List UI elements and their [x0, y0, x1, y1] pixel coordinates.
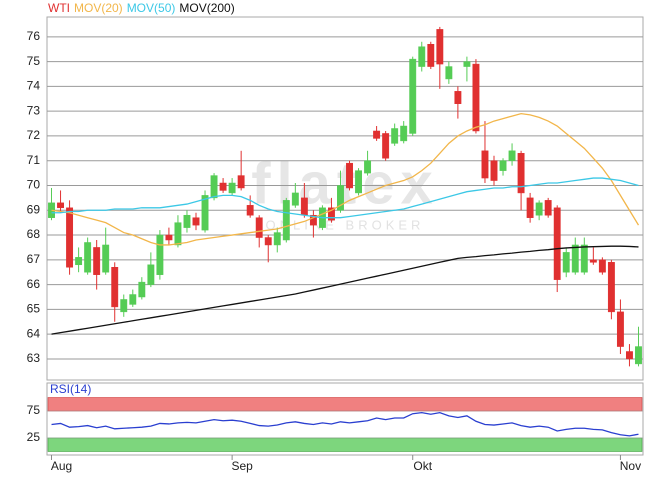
legend-entry: WTI [48, 1, 70, 15]
candle-body [463, 61, 471, 67]
candle-body [93, 247, 101, 275]
candle-body [436, 29, 444, 65]
y-tick-label: 75 [27, 54, 41, 68]
line-series [51, 245, 639, 335]
candle-body [192, 217, 200, 226]
candle-body [553, 207, 561, 280]
rsi-tick-label: 25 [27, 430, 41, 444]
candle-body [57, 202, 64, 209]
candle-body [147, 264, 155, 285]
candle-body [246, 205, 254, 216]
candle-body [598, 259, 606, 273]
line-series [51, 112, 640, 246]
candle-body [373, 130, 381, 139]
legend-entry: MOV(20) [74, 1, 123, 15]
x-tick-label: Aug [51, 459, 72, 473]
candle-body [129, 294, 137, 305]
legend-entry: MOV(200) [179, 1, 234, 15]
candle-body [111, 267, 119, 308]
candle-body [400, 125, 408, 142]
candle-body [300, 197, 308, 216]
legend: WTI MOV(20) MOV(50) MOV(200) [48, 1, 235, 15]
candle-body [490, 160, 498, 181]
candle-body [138, 281, 146, 298]
y-tick-label: 73 [27, 103, 41, 117]
candle-body [481, 150, 489, 179]
y-tick-label: 76 [27, 29, 41, 43]
y-tick-label: 69 [27, 202, 41, 216]
candle-body [355, 170, 362, 194]
candle-body [255, 217, 263, 238]
y-tick-label: 63 [27, 351, 41, 365]
candle-body [66, 207, 74, 268]
candle-body [291, 192, 299, 206]
candle-body [210, 175, 218, 199]
candle-body [75, 257, 83, 266]
candle-body [535, 202, 543, 216]
candle-body [445, 66, 453, 80]
candle-body [337, 185, 344, 211]
candle-body [562, 252, 570, 273]
candle-body [418, 46, 426, 67]
candle-body [228, 182, 236, 194]
overbought-band [47, 397, 643, 412]
y-tick-label: 67 [27, 252, 41, 266]
candle-body [328, 207, 335, 221]
y-tick-label: 64 [27, 326, 41, 340]
y-tick-label: 65 [27, 302, 41, 316]
candle-body [526, 197, 534, 218]
line-series [51, 411, 639, 437]
candle-body [544, 200, 552, 216]
x-tick-label: Nov [620, 459, 641, 473]
line-series [51, 177, 639, 219]
rsi-legend: RSI(14) [50, 382, 91, 396]
candle-body [517, 153, 525, 194]
candle-body [102, 244, 110, 273]
legend-entry: MOV(50) [127, 1, 176, 15]
candle-body [616, 311, 624, 347]
y-tick-label: 70 [27, 178, 41, 192]
candle-body [364, 160, 372, 174]
candle-body [580, 244, 588, 273]
candle-body [156, 234, 164, 275]
candle-body [626, 351, 633, 360]
candle-body [607, 262, 615, 313]
candle-body [120, 299, 128, 313]
candle-body [508, 150, 516, 161]
candle-body [346, 162, 353, 189]
candle-body [472, 63, 480, 132]
candle-body [635, 346, 642, 365]
candle-body [454, 91, 462, 104]
y-tick-label: 66 [27, 277, 41, 291]
rsi-tick-label: 75 [27, 403, 41, 417]
candle-body [183, 214, 191, 228]
candle-body [391, 128, 399, 144]
candle-body [382, 133, 390, 159]
candle-body [409, 58, 417, 134]
candle-body [84, 242, 92, 273]
candle-body [165, 234, 173, 241]
candle-body [264, 237, 272, 246]
candle-body [219, 182, 227, 191]
candle-body [201, 195, 209, 231]
candle-body [427, 44, 435, 67]
candle-body [571, 244, 579, 273]
candle-body [282, 200, 290, 241]
candle-body [174, 222, 182, 246]
candle-body [589, 259, 597, 263]
oversold-band [47, 437, 643, 452]
x-tick-label: Okt [413, 459, 432, 473]
y-tick-label: 72 [27, 128, 41, 142]
candle-body [237, 175, 245, 189]
x-tick-label: Sep [231, 459, 253, 473]
candle-body [499, 160, 507, 171]
candle-body [273, 232, 281, 246]
y-tick-label: 68 [27, 227, 41, 241]
main-panel [46, 16, 644, 381]
y-tick-label: 74 [27, 79, 41, 93]
y-tick-label: 71 [27, 153, 41, 167]
candle-body [309, 214, 317, 226]
